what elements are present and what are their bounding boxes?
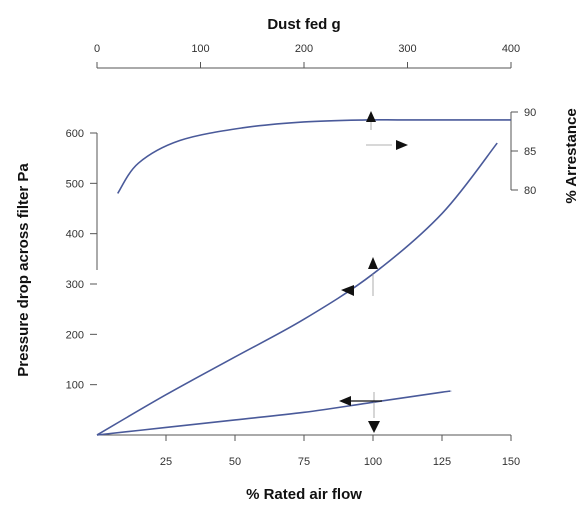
y-ticks-left: 100 200 300 400 500 600 <box>66 128 97 392</box>
y-tick-label-left: 400 <box>66 229 84 241</box>
mid-curve-markers <box>341 257 378 296</box>
right-axis-title: % Arrestance <box>563 108 580 203</box>
x-tick-label-top: 0 <box>94 43 100 55</box>
x-tick-label-bottom: 100 <box>364 456 382 468</box>
series-line-3 <box>117 118 511 194</box>
y-tick-label-left: 600 <box>66 128 84 140</box>
x-tick-label-bottom: 75 <box>298 456 310 468</box>
x-tick-label-bottom: 125 <box>433 456 451 468</box>
x-tick-label-bottom: 50 <box>229 456 241 468</box>
x-tick-label-top: 100 <box>191 43 209 55</box>
right-arrow-marker <box>396 140 408 150</box>
y-tick-label-left: 500 <box>66 178 84 190</box>
y-tick-label-left: 100 <box>66 380 84 392</box>
x-tick-label-top: 400 <box>502 43 520 55</box>
series-group <box>96 118 511 436</box>
x-tick-label-bottom: 25 <box>160 456 172 468</box>
x-tick-label-top: 300 <box>398 43 416 55</box>
left-arrow-marker <box>339 396 351 406</box>
x-ticks-bottom: 25 50 75 100 125 150 <box>160 435 520 468</box>
y-tick-label-right: 90 <box>524 107 536 119</box>
left-arrow-marker <box>341 285 354 296</box>
y-tick-label-right: 85 <box>524 146 536 158</box>
bottom-axis-title: % Rated air flow <box>246 486 362 503</box>
down-arrow-marker <box>368 421 380 433</box>
y-tick-label-right: 80 <box>524 185 536 197</box>
x-tick-label-bottom: 150 <box>502 456 520 468</box>
left-axis-title: Pressure drop across filter Pa <box>15 163 32 377</box>
y-tick-label-left: 300 <box>66 279 84 291</box>
y-tick-label-left: 200 <box>66 329 84 341</box>
x-tick-label-top: 200 <box>295 43 313 55</box>
arrestance-markers <box>366 111 408 150</box>
series-line-2 <box>96 142 498 436</box>
up-arrow-marker <box>368 257 378 269</box>
up-arrow-marker <box>366 111 376 122</box>
low-curve-markers <box>339 392 382 433</box>
series-line-1 <box>96 390 452 436</box>
y-ticks-right: 80 85 90 <box>511 107 536 197</box>
top-axis-title: Dust fed g <box>267 16 340 33</box>
x-ticks-top: 0 100 200 300 400 <box>94 43 520 68</box>
